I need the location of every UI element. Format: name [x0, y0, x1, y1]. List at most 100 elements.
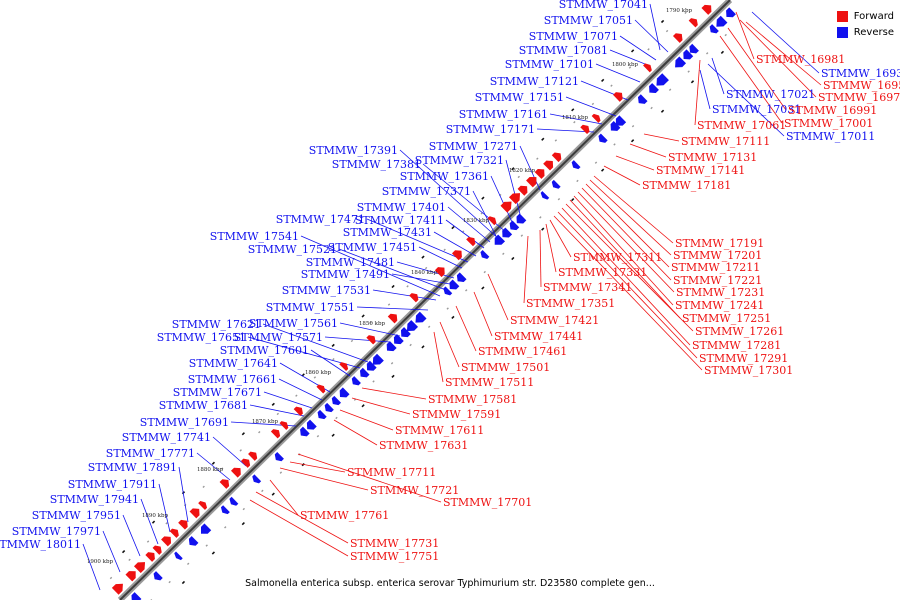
forward-gene-arrow[interactable] [517, 185, 528, 196]
reverse-gene-arrow[interactable] [406, 320, 419, 332]
gene-label[interactable]: STMMW_17231 [676, 286, 765, 299]
gene-label[interactable]: STMMW_17061 [697, 119, 786, 132]
gene-label[interactable]: STMMW_17151 [475, 91, 564, 104]
gene-label[interactable]: STMMW_16971 [818, 91, 900, 104]
gene-label[interactable]: STMMW_17761 [300, 509, 389, 522]
gene-label[interactable]: STMMW_17441 [494, 330, 583, 343]
gene-label[interactable]: STMMW_17661 [188, 373, 277, 386]
reverse-gene-arrow[interactable] [456, 272, 467, 283]
gene-label[interactable]: STMMW_17031 [712, 103, 801, 116]
gene-label[interactable]: STMMW_17171 [446, 123, 535, 136]
gene-label[interactable]: STMMW_17741 [122, 431, 211, 444]
gene-label[interactable]: STMMW_17321 [415, 154, 504, 167]
gene-label[interactable]: STMMW_17941 [50, 493, 139, 506]
gene-label[interactable]: STMMW_17201 [673, 249, 762, 262]
gene-label[interactable]: STMMW_17561 [249, 317, 338, 330]
reverse-gene-arrow[interactable] [443, 286, 453, 296]
forward-gene-arrow[interactable] [543, 160, 554, 171]
reverse-gene-arrow[interactable] [188, 536, 199, 546]
gene-label[interactable]: STMMW_17431 [343, 226, 432, 239]
forward-gene-arrow[interactable] [688, 18, 698, 28]
forward-gene-arrow[interactable] [672, 33, 683, 43]
reverse-gene-arrow[interactable] [551, 179, 561, 189]
gene-label[interactable]: STMMW_17731 [350, 537, 439, 550]
gene-label[interactable]: STMMW_17631 [379, 439, 468, 452]
gene-label[interactable]: STMMW_17311 [573, 251, 662, 264]
reverse-gene-arrow[interactable] [201, 523, 212, 534]
reverse-gene-arrow[interactable] [649, 83, 659, 94]
forward-gene-arrow[interactable] [434, 267, 445, 278]
gene-label[interactable]: STMMW_17451 [328, 241, 417, 254]
forward-gene-arrow[interactable] [508, 193, 521, 205]
reverse-gene-arrow[interactable] [393, 334, 404, 345]
reverse-gene-arrow[interactable] [683, 49, 694, 60]
reverse-gene-arrow[interactable] [331, 395, 342, 406]
forward-gene-arrow[interactable] [219, 479, 230, 489]
gene-label[interactable]: STMMW_17591 [412, 408, 501, 421]
reverse-gene-arrow[interactable] [339, 387, 350, 398]
reverse-gene-arrow[interactable] [571, 160, 581, 170]
forward-gene-arrow[interactable] [133, 562, 146, 574]
reverse-gene-arrow[interactable] [306, 419, 317, 430]
gene-label[interactable]: STMMW_17951 [32, 509, 121, 522]
reverse-gene-arrow[interactable] [415, 311, 427, 323]
gene-label[interactable]: STMMW_17701 [443, 496, 532, 509]
gene-label[interactable]: STMMW_17041 [559, 0, 648, 11]
gene-label[interactable]: STMMW_17601 [220, 344, 309, 357]
forward-gene-arrow[interactable] [580, 124, 590, 135]
gene-label[interactable]: STMMW_17001 [784, 117, 873, 130]
reverse-gene-arrow[interactable] [359, 367, 370, 378]
reverse-gene-arrow[interactable] [610, 120, 621, 131]
reverse-gene-arrow[interactable] [637, 94, 648, 104]
gene-label[interactable]: STMMW_17681 [159, 399, 248, 412]
reverse-gene-arrow[interactable] [675, 56, 687, 68]
forward-gene-arrow[interactable] [613, 92, 623, 102]
gene-label[interactable]: STMMW_17101 [505, 58, 594, 71]
forward-gene-arrow[interactable] [270, 429, 281, 439]
gene-label[interactable]: STMMW_17411 [355, 214, 444, 227]
gene-label[interactable]: STMMW_17971 [12, 525, 101, 538]
gene-label[interactable]: STMMW_17271 [429, 140, 518, 153]
reverse-gene-arrow[interactable] [317, 409, 327, 420]
forward-gene-arrow[interactable] [339, 362, 349, 372]
gene-label[interactable]: STMMW_17641 [189, 357, 278, 370]
forward-gene-arrow[interactable] [534, 168, 545, 179]
forward-gene-arrow[interactable] [551, 152, 562, 163]
forward-gene-arrow[interactable] [500, 201, 512, 213]
gene-label[interactable]: STMMW_17051 [544, 14, 633, 27]
reverse-gene-arrow[interactable] [229, 496, 239, 506]
reverse-gene-arrow[interactable] [509, 220, 520, 231]
gene-label[interactable]: STMMW_17711 [347, 466, 436, 479]
gene-label[interactable]: STMMW_17161 [459, 108, 548, 121]
reverse-gene-arrow[interactable] [689, 43, 699, 54]
forward-gene-arrow[interactable] [111, 583, 123, 595]
reverse-gene-arrow[interactable] [656, 73, 669, 86]
gene-label[interactable]: STMMW_17481 [306, 256, 395, 269]
forward-gene-arrow[interactable] [125, 571, 136, 582]
reverse-gene-arrow[interactable] [220, 505, 230, 515]
gene-label[interactable]: STMMW_17291 [699, 352, 788, 365]
forward-gene-arrow[interactable] [366, 335, 376, 345]
reverse-gene-arrow[interactable] [351, 376, 361, 386]
gene-label[interactable]: STMMW_17651 [157, 331, 246, 344]
gene-label[interactable]: STMMW_17331 [558, 266, 647, 279]
gene-label[interactable]: STMMW_17081 [519, 44, 608, 57]
forward-gene-arrow[interactable] [279, 421, 289, 430]
reverse-gene-arrow[interactable] [716, 15, 728, 27]
gene-label[interactable]: STMMW_16991 [788, 104, 877, 117]
forward-gene-arrow[interactable] [409, 293, 419, 303]
gene-label[interactable]: STMMW_17401 [357, 201, 446, 214]
gene-label[interactable]: STMMW_17351 [526, 297, 615, 310]
reverse-gene-arrow[interactable] [131, 592, 142, 600]
gene-label[interactable]: STMMW_17611 [395, 424, 484, 437]
reverse-gene-arrow[interactable] [502, 227, 513, 238]
gene-label[interactable]: STMMW_17341 [543, 281, 632, 294]
reverse-gene-arrow[interactable] [598, 133, 608, 143]
gene-label[interactable]: STMMW_17461 [478, 345, 567, 358]
gene-label[interactable]: STMMW_17421 [510, 314, 599, 327]
reverse-gene-arrow[interactable] [726, 7, 736, 18]
reverse-gene-arrow[interactable] [400, 327, 411, 338]
forward-gene-arrow[interactable] [169, 528, 179, 538]
gene-label[interactable]: STMMW_17281 [692, 339, 781, 352]
forward-gene-arrow[interactable] [526, 176, 537, 188]
